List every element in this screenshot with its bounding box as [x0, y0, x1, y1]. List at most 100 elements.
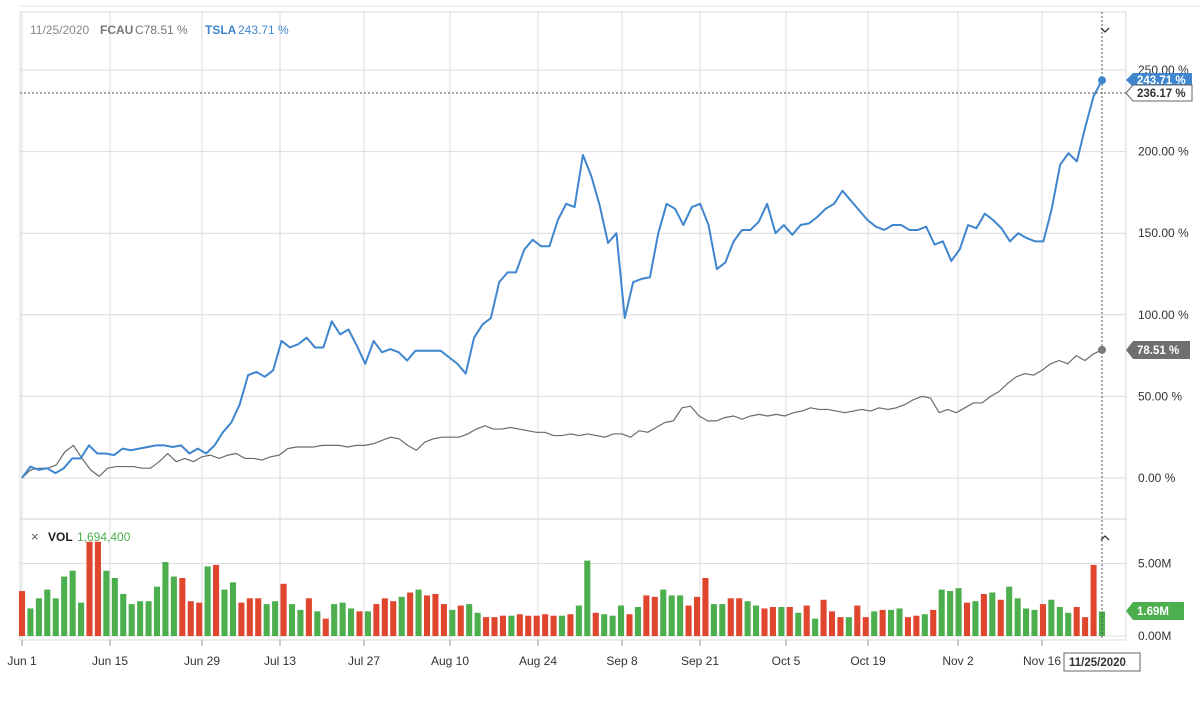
volume-bar [643, 595, 650, 636]
volume-bar [1031, 609, 1038, 636]
volume-bar [736, 598, 743, 636]
crosshair-value-text: 236.17 % [1137, 88, 1186, 100]
volume-bar [432, 593, 439, 636]
volume-bar [137, 601, 144, 636]
tsla-price-badge: 243.71 % [1126, 73, 1192, 87]
y-tick-label: 200.00 % [1138, 145, 1189, 159]
volume-y-tick-label: 5.00M [1138, 557, 1171, 571]
volume-bar [297, 609, 304, 636]
volume-bar [263, 604, 270, 636]
volume-badge: 1.69M [1126, 602, 1184, 620]
volume-bar [415, 589, 422, 636]
tsla-badge-text: 243.71 % [1137, 75, 1186, 87]
volume-bar [111, 578, 118, 636]
volume-bar [1098, 611, 1106, 636]
volume-bar [651, 596, 658, 636]
volume-bar [18, 591, 26, 636]
volume-bar [803, 605, 810, 636]
legend-tsla-symbol[interactable]: TSLA [205, 23, 237, 37]
volume-bar [744, 601, 751, 636]
close-icon[interactable]: × [31, 529, 39, 544]
last-point-markers [1098, 76, 1106, 354]
axis-labels: Jun 1 Jun 15 Jun 29 Jul 13 Jul 27 Aug 10 Aug 2… [7, 63, 1189, 668]
volume-bar [634, 607, 641, 636]
volume-bar [52, 598, 59, 636]
volume-bar [516, 614, 523, 636]
volume-bar [896, 608, 903, 636]
volume-bar [769, 607, 776, 636]
x-tick-label: Nov 2 [942, 654, 974, 668]
x-tick-label: Jun 15 [92, 654, 128, 668]
volume-bar [86, 541, 93, 636]
volume-bar [980, 593, 987, 636]
volume-bar [94, 541, 101, 636]
volume-bar [904, 617, 911, 636]
volume-bar [27, 608, 34, 636]
volume-bar [575, 605, 582, 636]
volume-bar [153, 586, 161, 636]
volume-bar [1023, 608, 1030, 636]
volume-y-tick-label: 0.00M [1138, 629, 1171, 643]
volume-bar [272, 601, 279, 636]
volume-label: VOL [48, 530, 73, 544]
volume-bar [913, 615, 920, 636]
volume-bar [331, 604, 338, 636]
y-tick-label: 100.00 % [1138, 308, 1189, 322]
volume-bar [35, 598, 42, 636]
volume-bar [364, 611, 371, 636]
volume-bar [584, 560, 591, 636]
x-tick-label: Sep 8 [606, 654, 638, 668]
volume-bar [888, 609, 895, 636]
volume-badge-text: 1.69M [1137, 606, 1169, 618]
volume-bar [483, 617, 490, 636]
volume-bar [213, 564, 220, 636]
x-tick-label: Oct 19 [850, 654, 886, 668]
volume-bar [348, 608, 355, 636]
volume-bar [837, 617, 844, 636]
volume-bar [61, 576, 68, 636]
volume-bar [1048, 599, 1055, 636]
legend-fcau-symbol[interactable]: FCAU [100, 23, 133, 37]
chevron-up-icon[interactable] [1100, 535, 1110, 541]
chevron-down-icon[interactable] [1100, 27, 1110, 33]
volume-bar [693, 596, 701, 636]
volume-value: 1,694,400 [77, 530, 131, 544]
volume-bar [592, 612, 599, 636]
tsla-last-point [1098, 76, 1106, 85]
volume-bar [390, 601, 397, 636]
volume-bar [373, 604, 380, 636]
volume-bar [356, 611, 363, 636]
volume-bar [305, 598, 312, 636]
volume-bar [567, 614, 574, 636]
volume-bars [18, 541, 1106, 636]
volume-bar [145, 601, 152, 636]
fcau-price-badge: 78.51 % [1126, 341, 1190, 359]
x-tick-label: Jun 29 [184, 654, 220, 668]
volume-bar [423, 595, 431, 636]
volume-bar [1006, 586, 1013, 636]
volume-bar [854, 605, 861, 636]
volume-bar [862, 617, 869, 636]
volume-bar [1082, 617, 1089, 636]
volume-bar [879, 609, 886, 636]
fcau-last-point [1098, 345, 1106, 354]
volume-bar [238, 602, 245, 636]
y-tick-label: 50.00 % [1138, 389, 1182, 403]
volume-bar [795, 612, 802, 636]
volume-bar [786, 607, 793, 636]
volume-bar [440, 604, 447, 636]
volume-bar [668, 595, 675, 636]
volume-bar [103, 570, 110, 636]
x-tick-label: Aug 10 [431, 654, 469, 668]
volume-bar [558, 615, 566, 636]
volume-bar [702, 578, 709, 636]
volume-bar [828, 611, 836, 636]
volume-bar [474, 612, 481, 636]
x-tick-label: Aug 24 [519, 654, 557, 668]
volume-bar [128, 604, 135, 636]
volume-bar [170, 576, 177, 636]
volume-bar [69, 570, 76, 636]
volume-bar [533, 615, 540, 636]
